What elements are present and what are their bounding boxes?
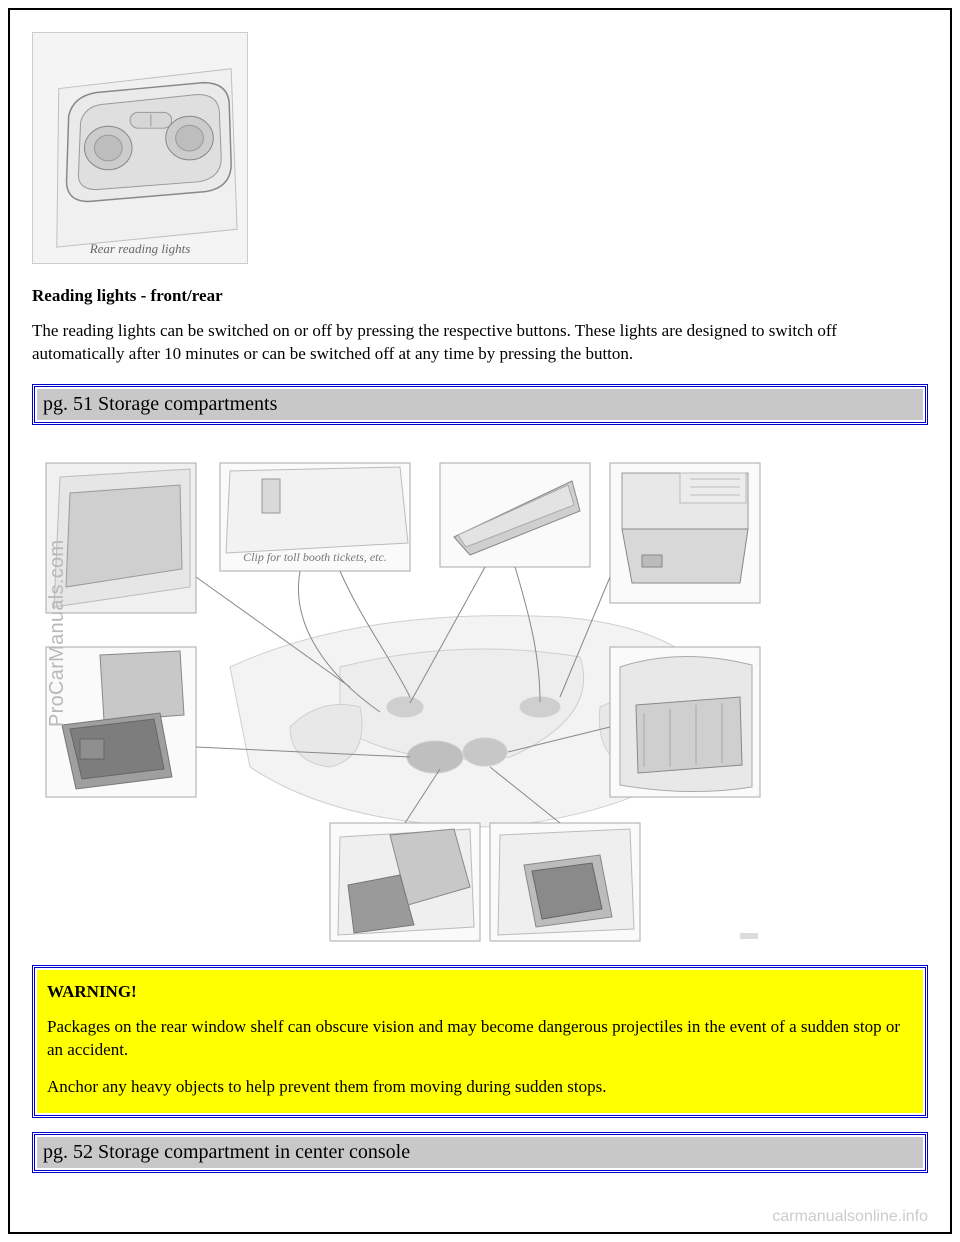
warning-title: WARNING! [47, 982, 913, 1002]
reading-lights-heading: Reading lights - front/rear [32, 286, 928, 306]
section-bar-label: pg. 51 Storage compartments [37, 389, 923, 420]
rear-reading-lights-figure: Rear reading lights [32, 32, 248, 264]
section-bar-storage: pg. 51 Storage compartments [32, 384, 928, 425]
warning-paragraph-1: Packages on the rear window shelf can ob… [47, 1016, 913, 1062]
figure-caption: Rear reading lights [33, 241, 247, 257]
footer-watermark: carmanualsonline.info [772, 1208, 928, 1226]
section-bar-console-label: pg. 52 Storage compartment in center con… [37, 1137, 923, 1168]
warning-inner: WARNING! Packages on the rear window she… [37, 970, 923, 1113]
manual-page: Rear reading lights Reading lights - fro… [8, 8, 952, 1234]
reading-light-illustration [33, 33, 247, 263]
storage-compartments-figure: ProCarManuals.com [32, 457, 928, 947]
storage-illustration: Clip for toll booth tickets, etc. [32, 457, 928, 947]
reading-lights-body: The reading lights can be switched on or… [32, 320, 928, 366]
clip-caption: Clip for toll booth tickets, etc. [243, 550, 387, 564]
section-bar-console: pg. 52 Storage compartment in center con… [32, 1132, 928, 1173]
warning-box: WARNING! Packages on the rear window she… [32, 965, 928, 1118]
warning-paragraph-2: Anchor any heavy objects to help prevent… [47, 1076, 913, 1099]
